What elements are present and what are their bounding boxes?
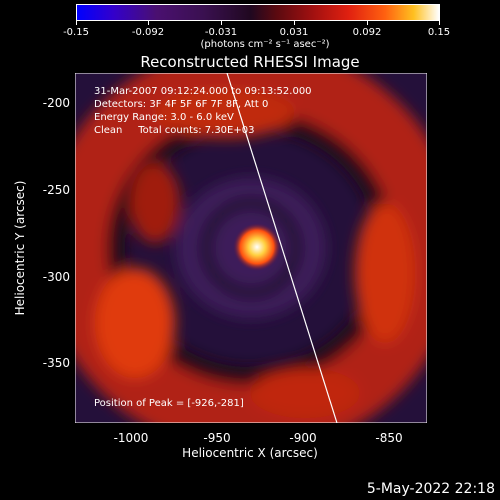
y-tick-label: -250 xyxy=(42,183,70,197)
x-tick-label: -1000 xyxy=(113,431,149,445)
x-axis-label: Heliocentric X (arcsec) xyxy=(182,446,318,460)
detectors-label: Detectors: 3F 4F 5F 6F 7F 8F, Att 0 xyxy=(94,99,269,110)
y-axis-label: Heliocentric Y (arcsec) xyxy=(13,180,27,316)
colorbar-tick xyxy=(221,21,222,25)
peak-position-label: Position of Peak = [-926,-281] xyxy=(94,398,244,409)
energy-range-label: Energy Range: 3.0 - 6.0 keV xyxy=(94,112,234,123)
image-title: Reconstructed RHESSI Image xyxy=(140,53,360,71)
reconstructed-image xyxy=(75,73,427,423)
colorbar-tick xyxy=(439,21,440,25)
x-tick-label: -850 xyxy=(375,431,403,445)
clean-counts-label: Clean Total counts: 7.30E+03 xyxy=(94,125,255,136)
colorbar xyxy=(76,4,440,21)
colorbar-tick-label: -0.092 xyxy=(131,27,165,38)
colorbar-tick-label: 0.15 xyxy=(427,27,451,38)
colorbar-tick-label: 0.092 xyxy=(352,27,382,38)
colorbar-tick-label: -0.031 xyxy=(204,27,238,38)
colorbar-tick-label: -0.15 xyxy=(63,27,89,38)
colorbar-tick xyxy=(294,21,295,25)
x-tick-label: -950 xyxy=(203,431,231,445)
colorbar-tick xyxy=(76,21,77,25)
colorbar-tick xyxy=(148,21,149,25)
date-stamp: 5-May-2022 22:18 xyxy=(366,481,495,497)
x-tick-label: -900 xyxy=(289,431,317,445)
colorbar-tick xyxy=(367,21,368,25)
time-range-label: 31-Mar-2007 09:12:24.000 to 09:13:52.000 xyxy=(94,86,312,97)
colorbar-units: (photons cm⁻² s⁻¹ asec⁻²) xyxy=(200,39,330,50)
y-tick-label: -200 xyxy=(42,96,70,110)
y-tick-label: -350 xyxy=(42,356,70,370)
y-tick-label: -300 xyxy=(42,270,70,284)
colorbar-tick-label: 0.031 xyxy=(279,27,309,38)
